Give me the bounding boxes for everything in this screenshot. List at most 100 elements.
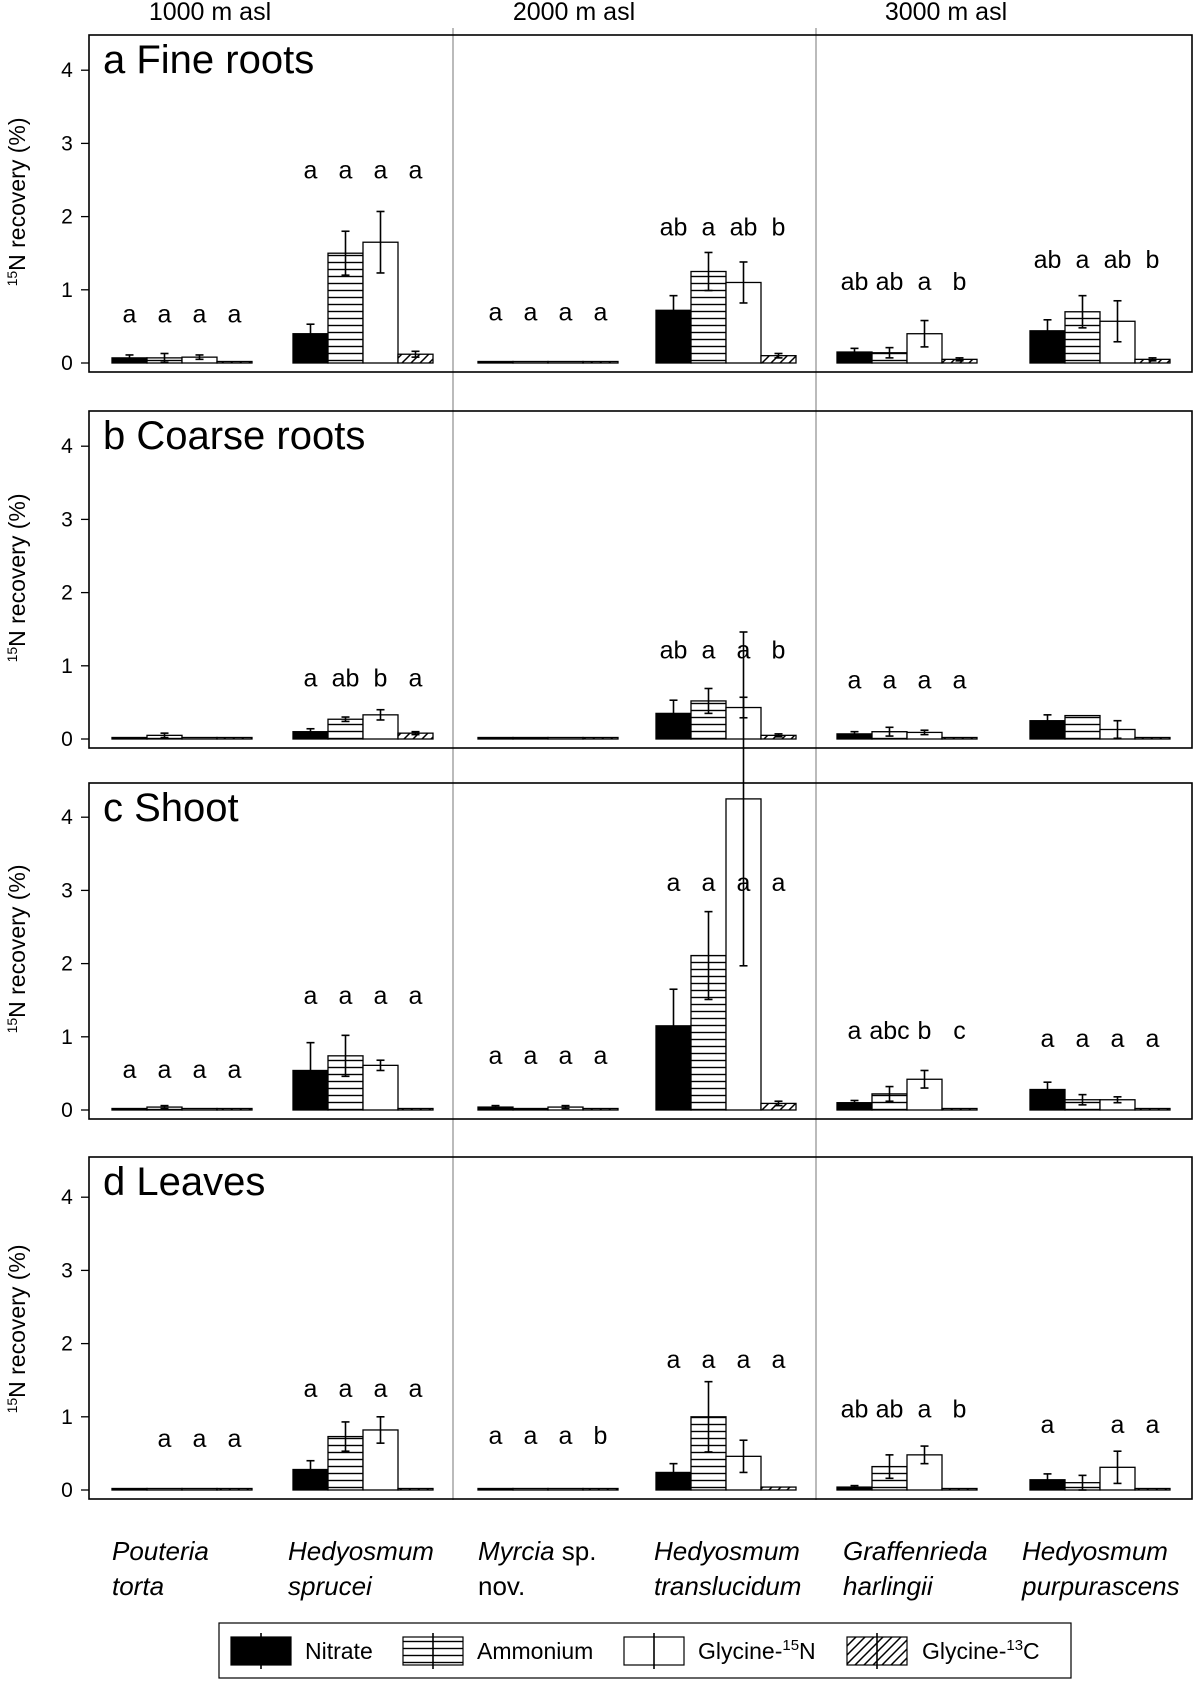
bar-ammonium-s1 xyxy=(146,1487,183,1491)
bar-glycine13-s1 xyxy=(216,736,253,740)
bar-nitrate-s3 xyxy=(477,736,514,740)
elevation-label-2000: 2000 m asl xyxy=(513,0,635,26)
significance-letter: a xyxy=(953,666,967,694)
significance-letter: ab xyxy=(660,214,688,242)
legend-glycine-15n-text: Glycine- xyxy=(698,1638,782,1664)
species-6-line2: purpurascens xyxy=(1021,1571,1180,1601)
significance-letter: a xyxy=(772,1346,786,1374)
y-tick-label: 3 xyxy=(61,1259,73,1282)
bar-glycine13-s5 xyxy=(941,1107,978,1111)
significance-letter: ab xyxy=(876,1396,904,1424)
y-axis-label-sup: 15 xyxy=(4,271,20,287)
significance-letter: a xyxy=(374,157,388,185)
significance-letter: a xyxy=(193,1056,207,1084)
y-tick-label: 0 xyxy=(61,728,73,751)
significance-letter: a xyxy=(123,301,137,329)
significance-letter: ab xyxy=(876,268,904,296)
significance-letter: ab xyxy=(332,664,360,692)
y-tick-label: 1 xyxy=(61,655,73,678)
significance-letter: a xyxy=(304,157,318,185)
bar-ammonium-s3 xyxy=(512,360,549,364)
species-1-line2: torta xyxy=(112,1571,164,1601)
significance-letter: b xyxy=(918,1017,932,1045)
bar-glycine13-s5 xyxy=(941,736,978,740)
significance-letter: a xyxy=(339,157,353,185)
significance-letter: c xyxy=(953,1017,966,1045)
bar-glycine15-s3 xyxy=(547,360,584,364)
significance-letter: ab xyxy=(1034,246,1062,274)
significance-letter: a xyxy=(594,299,608,327)
y-axis-label-main: N recovery (%) xyxy=(4,493,30,646)
bar-glycine15-s3 xyxy=(547,736,584,740)
bar-glycine13-s6 xyxy=(1134,736,1171,740)
bar-ammonium-s3 xyxy=(512,1487,549,1491)
significance-letter: ab xyxy=(730,214,758,242)
y-axis-label: 15N recovery (%) xyxy=(4,864,30,1033)
species-label-5b: harlingii xyxy=(843,1571,934,1601)
y-tick-label: 0 xyxy=(61,1099,73,1122)
species-label-6: Hedyosmum xyxy=(1022,1536,1168,1566)
y-axis-label-main: N recovery (%) xyxy=(4,1244,30,1397)
species-6-line1: Hedyosmum xyxy=(1022,1536,1168,1566)
bar-ammonium-s6 xyxy=(1064,714,1101,740)
species-4-line2: translucidum xyxy=(654,1571,801,1601)
species-1-line1: Pouteria xyxy=(112,1536,209,1566)
bar-glycine13-s5 xyxy=(941,1487,978,1491)
species-label-3: Myrcia sp. xyxy=(478,1536,596,1566)
significance-letter: a xyxy=(304,664,318,692)
legend-label-glycine-13c: Glycine-13C xyxy=(922,1637,1040,1664)
significance-letter: a xyxy=(524,1042,538,1070)
y-tick-label: 1 xyxy=(61,1406,73,1429)
significance-letter: a xyxy=(1076,1025,1090,1053)
significance-letter: a xyxy=(737,1346,751,1374)
species-3-line1: Myrcia xyxy=(478,1536,555,1566)
legend-item-nitrate: Nitrate xyxy=(230,1633,373,1669)
legend-glycine-13c-text: Glycine- xyxy=(922,1638,1006,1664)
y-axis-label-main: N recovery (%) xyxy=(4,864,30,1017)
y-tick-label: 4 xyxy=(61,806,73,829)
bar-glycine15-s1 xyxy=(181,736,218,740)
y-tick-label: 4 xyxy=(61,435,73,458)
significance-letter: a xyxy=(228,1425,242,1453)
panel-frame xyxy=(88,410,1193,749)
bar-glycine15-s3 xyxy=(547,1487,584,1491)
panel-title: c Shoot xyxy=(103,786,239,830)
y-tick-label: 2 xyxy=(61,582,73,605)
bar-glycine13-s3 xyxy=(582,736,619,740)
significance-letter: a xyxy=(158,301,172,329)
species-label-3b: nov. xyxy=(478,1571,525,1601)
species-2-line1: Hedyosmum xyxy=(288,1536,434,1566)
y-tick-label: 2 xyxy=(61,953,73,976)
significance-letter: a xyxy=(594,1042,608,1070)
significance-letter: a xyxy=(489,299,503,327)
species-3-line2: nov. xyxy=(478,1571,525,1601)
significance-letter: a xyxy=(848,666,862,694)
significance-letter: ab xyxy=(1104,246,1132,274)
bar-glycine15-s1 xyxy=(181,1487,218,1491)
species-labels: Pouteria torta Hedyosmum sprucei Myrcia … xyxy=(112,1536,1180,1601)
legend-glycine-15n-suffix: N xyxy=(799,1638,816,1664)
species-label-2b: sprucei xyxy=(288,1571,373,1601)
bar-glycine13-s1 xyxy=(216,360,253,364)
bar-glycine13-s3 xyxy=(582,1107,619,1111)
significance-letter: a xyxy=(489,1042,503,1070)
elevation-label-1000: 1000 m asl xyxy=(149,0,271,26)
bar-glycine15-s1 xyxy=(181,1107,218,1111)
significance-letter: b xyxy=(1146,246,1160,274)
significance-letter: b xyxy=(772,636,786,664)
significance-letter: ab xyxy=(660,636,688,664)
significance-letter: a xyxy=(409,982,423,1010)
significance-letter: a xyxy=(918,1396,932,1424)
significance-letter: a xyxy=(1146,1411,1160,1439)
y-tick-label: 3 xyxy=(61,508,73,531)
significance-letter: a xyxy=(158,1056,172,1084)
significance-letter: b xyxy=(772,214,786,242)
significance-letter: a xyxy=(339,1375,353,1403)
bar-glycine15-s2 xyxy=(362,1429,399,1491)
species-2-line2: sprucei xyxy=(288,1571,373,1601)
legend-label-nitrate: Nitrate xyxy=(305,1638,373,1664)
significance-letter: a xyxy=(304,982,318,1010)
